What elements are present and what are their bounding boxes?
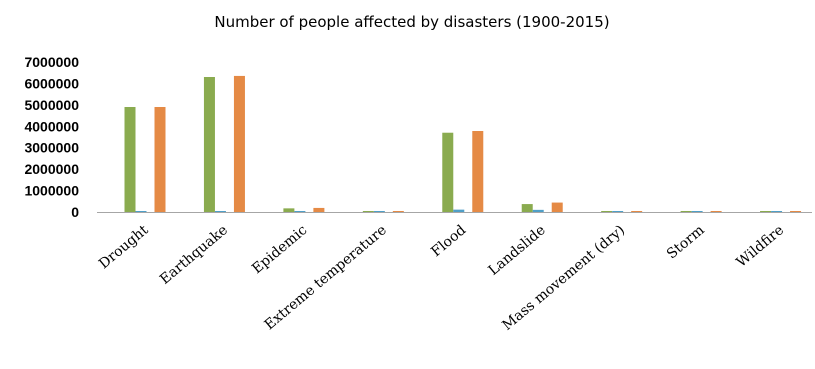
x-tick-label: Wildfire <box>734 222 787 271</box>
bar <box>532 209 544 212</box>
bar <box>472 131 484 212</box>
y-tick-label: 6000000 <box>24 75 79 91</box>
bar <box>294 211 306 212</box>
bar <box>124 107 136 212</box>
bar <box>771 211 783 212</box>
y-tick-label: 4000000 <box>24 118 79 134</box>
bar <box>631 211 643 212</box>
bar <box>790 211 802 212</box>
bar <box>612 211 624 212</box>
bars <box>124 75 802 212</box>
bar <box>373 211 385 212</box>
bar <box>362 211 374 212</box>
bar <box>392 211 404 212</box>
bar <box>135 211 147 212</box>
bar <box>691 211 703 212</box>
bar <box>154 107 166 212</box>
y-tick-label: 7000000 <box>24 54 79 70</box>
bar <box>760 211 772 212</box>
bar <box>283 208 295 212</box>
x-tick-label: Storm <box>664 222 708 262</box>
bar <box>233 75 245 212</box>
x-tick-label: Landslide <box>486 222 549 279</box>
y-tick-label: 3000000 <box>24 140 79 156</box>
x-tick-label: Drought <box>96 222 152 272</box>
bar <box>680 211 692 212</box>
y-tick-label: 1000000 <box>24 183 79 199</box>
y-axis-ticks: 0 1000000 2000000 3000000 4000000 5000000 6000… <box>24 54 79 220</box>
bar <box>710 211 722 212</box>
bar <box>313 207 325 212</box>
bar <box>551 202 563 212</box>
bar <box>203 77 215 212</box>
bar <box>601 211 613 212</box>
x-tick-label: Epidemic <box>249 222 310 277</box>
chart-title: Number of people affected by disasters (… <box>214 13 609 31</box>
y-tick-label: 0 <box>71 204 79 220</box>
x-tick-label: Flood <box>428 222 469 260</box>
bar <box>521 204 533 212</box>
bar <box>442 132 454 212</box>
bar <box>214 211 226 212</box>
bar <box>453 209 465 212</box>
y-tick-label: 5000000 <box>24 97 79 113</box>
y-tick-label: 2000000 <box>24 161 79 177</box>
x-tick-label: Earthquake <box>157 222 231 288</box>
